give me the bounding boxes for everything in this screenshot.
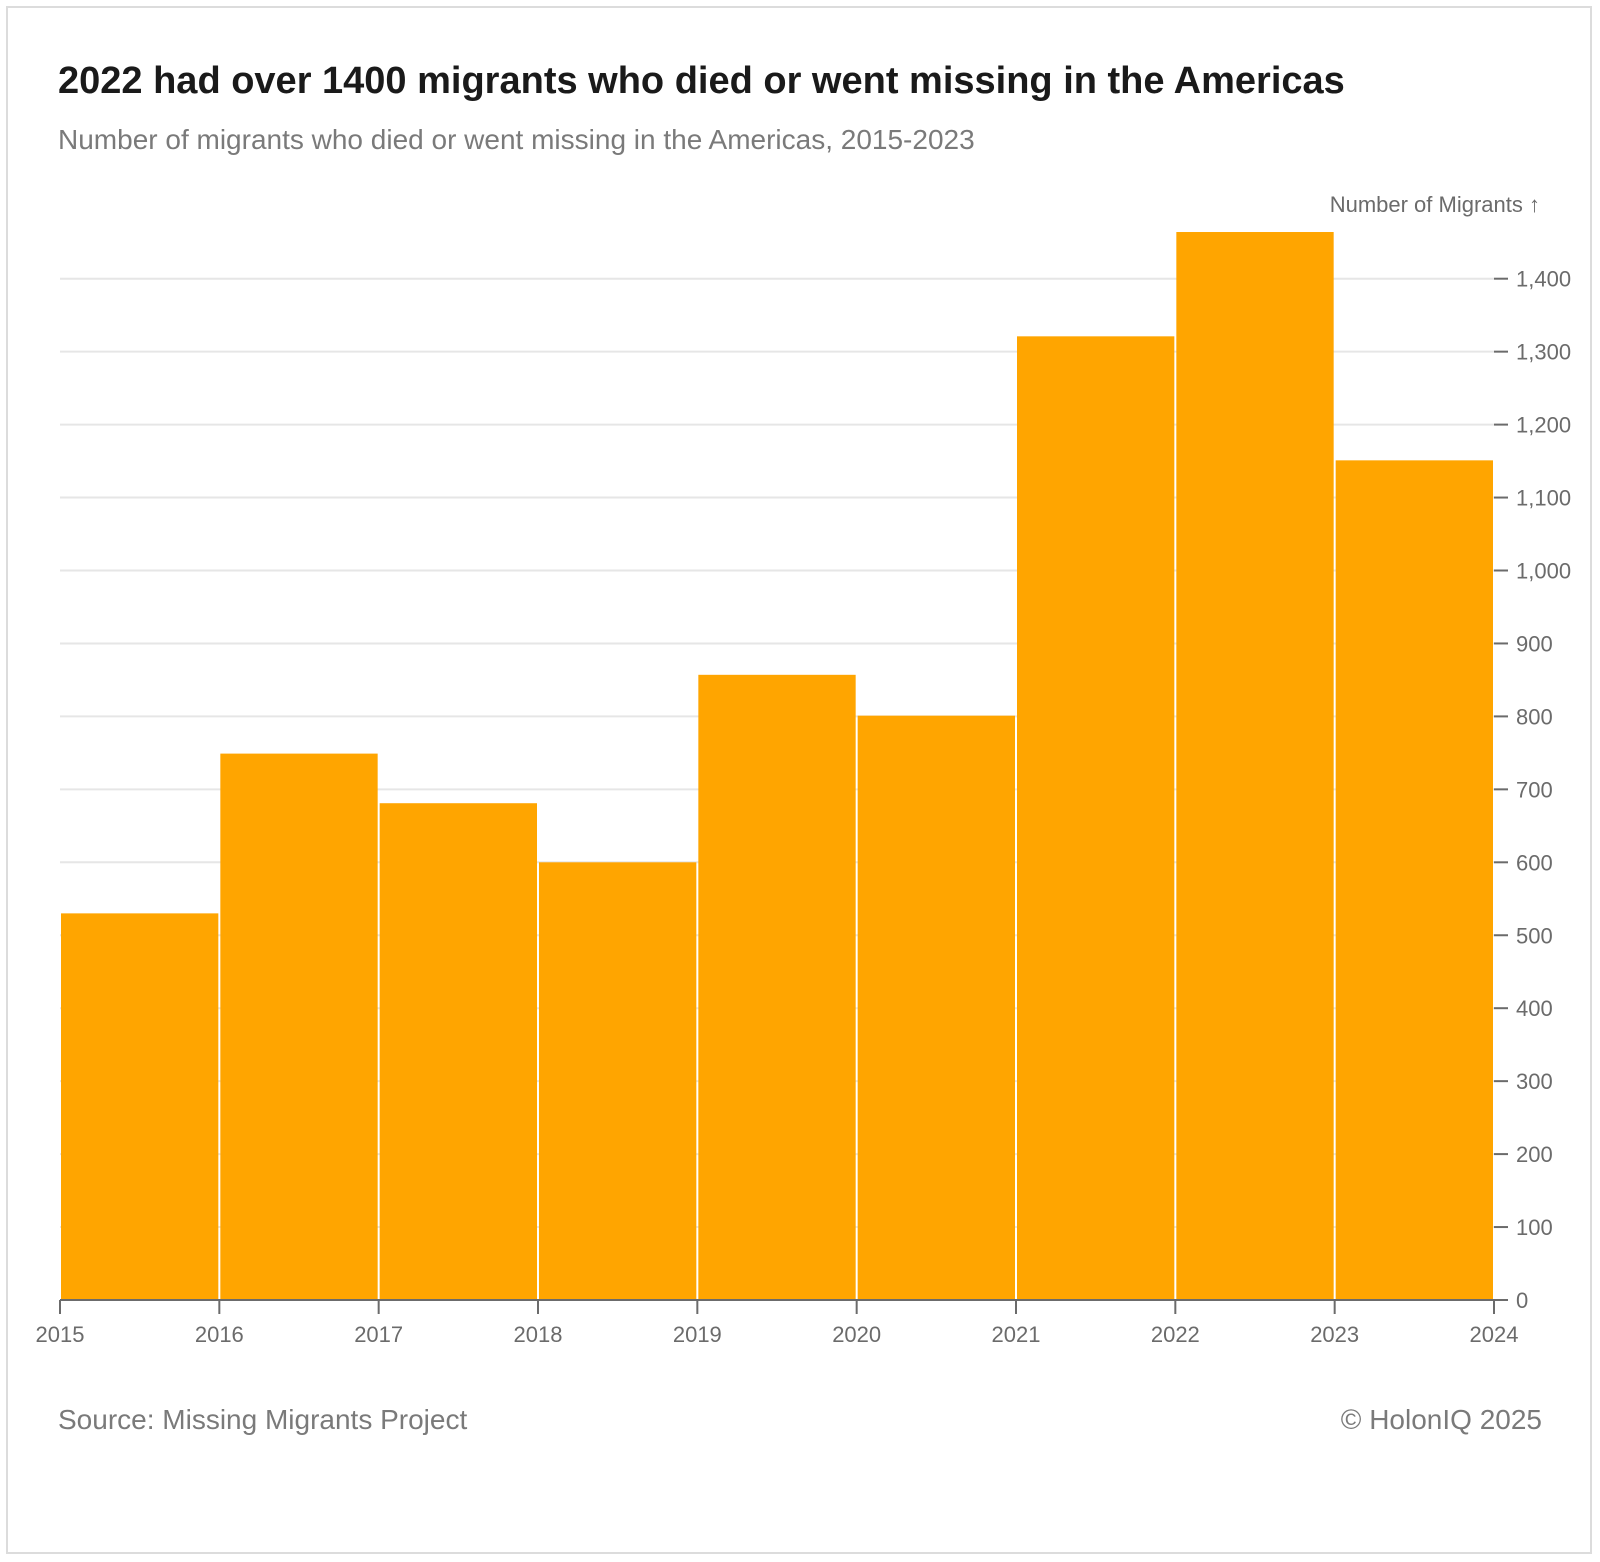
y-tick-label: 1,000: [1516, 559, 1571, 584]
x-tick-label: 2022: [1151, 1322, 1200, 1347]
bar-2018: [539, 862, 697, 1300]
bar-2017: [379, 803, 537, 1300]
bar-2023: [1335, 460, 1493, 1301]
chart-subtitle: Number of migrants who died or went miss…: [58, 124, 975, 155]
x-tick-label: 2020: [832, 1322, 881, 1347]
y-tick-label: 1,400: [1516, 267, 1571, 292]
y-tick-label: 1,300: [1516, 340, 1571, 365]
y-tick-label: 200: [1516, 1142, 1553, 1167]
x-tick-label: 2015: [36, 1322, 85, 1347]
copyright-note: © HolonIQ 2025: [1340, 1404, 1542, 1435]
y-tick-label: 800: [1516, 704, 1553, 729]
y-axis-label: Number of Migrants ↑: [1330, 192, 1540, 217]
bar-2021: [1017, 336, 1175, 1300]
bar-2015: [61, 913, 219, 1300]
bar-2020: [857, 715, 1015, 1300]
bar-2019: [698, 674, 856, 1300]
y-tick-label: 1,200: [1516, 413, 1571, 438]
axes: 0 100 200 300 400 500 600 700 800 900 1,000 1,100 1,…: [36, 267, 1572, 1347]
bar-2022: [1176, 232, 1334, 1301]
x-tick-label: 2016: [195, 1322, 244, 1347]
bar-2016: [220, 753, 378, 1300]
y-tick-label: 1,100: [1516, 486, 1571, 511]
x-tick-label: 2019: [673, 1322, 722, 1347]
y-tick-label: 500: [1516, 923, 1553, 948]
source-note: Source: Missing Migrants Project: [58, 1404, 468, 1435]
y-tick-label: 400: [1516, 996, 1553, 1021]
x-tick-label: 2018: [514, 1322, 563, 1347]
y-tick-label: 300: [1516, 1069, 1553, 1094]
y-tick-label: 0: [1516, 1288, 1528, 1313]
x-tick-label: 2024: [1470, 1322, 1519, 1347]
bars: [61, 232, 1493, 1301]
x-tick-label: 2023: [1310, 1322, 1359, 1347]
y-tick-label: 100: [1516, 1215, 1553, 1240]
x-tick-label: 2017: [354, 1322, 403, 1347]
y-tick-label: 600: [1516, 850, 1553, 875]
chart-title: 2022 had over 1400 migrants who died or …: [58, 60, 1345, 102]
x-tick-label: 2021: [992, 1322, 1041, 1347]
y-tick-label: 900: [1516, 631, 1553, 656]
y-tick-label: 700: [1516, 777, 1553, 802]
